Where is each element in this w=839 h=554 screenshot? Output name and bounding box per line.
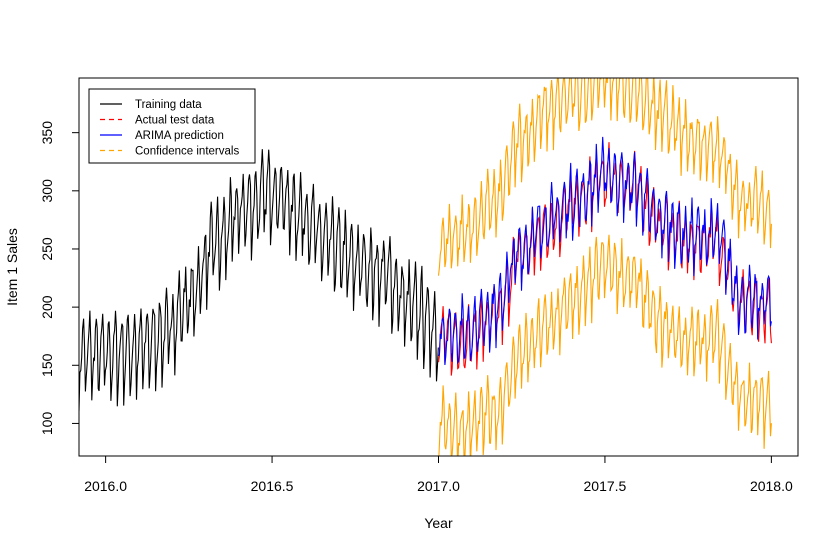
y-axis: 100 150 200 250 300 350 xyxy=(39,121,79,435)
y-tick-label: 350 xyxy=(39,121,55,145)
y-tick-label: 100 xyxy=(39,412,55,436)
legend-label-actual-test-data: Actual test data xyxy=(135,115,215,127)
confidence-intervals-lower-line xyxy=(439,235,772,472)
x-tick-label: 2017.0 xyxy=(417,478,460,494)
legend-label-training-data: Training data xyxy=(135,99,202,111)
y-axis-title: Item 1 Sales xyxy=(4,228,20,306)
x-tick-label: 2017.5 xyxy=(584,478,627,494)
x-axis: 2016.0 2016.5 2017.0 2017.5 2018.0 xyxy=(84,456,793,494)
legend-label-arima-prediction: ARIMA prediction xyxy=(135,130,224,142)
legend: Training data Actual test data ARIMA predi… xyxy=(89,89,255,163)
x-tick-label: 2018.0 xyxy=(750,478,793,494)
y-tick-label: 250 xyxy=(39,237,55,261)
training-data-line xyxy=(79,149,438,411)
y-tick-label: 200 xyxy=(39,295,55,319)
y-tick-label: 300 xyxy=(39,179,55,203)
arima-prediction-line xyxy=(439,137,772,365)
y-tick-label: 150 xyxy=(39,353,55,377)
x-axis-title: Year xyxy=(424,515,453,531)
legend-label-confidence-intervals: Confidence intervals xyxy=(135,146,239,158)
x-tick-label: 2016.0 xyxy=(84,478,127,494)
x-tick-label: 2016.5 xyxy=(251,478,294,494)
